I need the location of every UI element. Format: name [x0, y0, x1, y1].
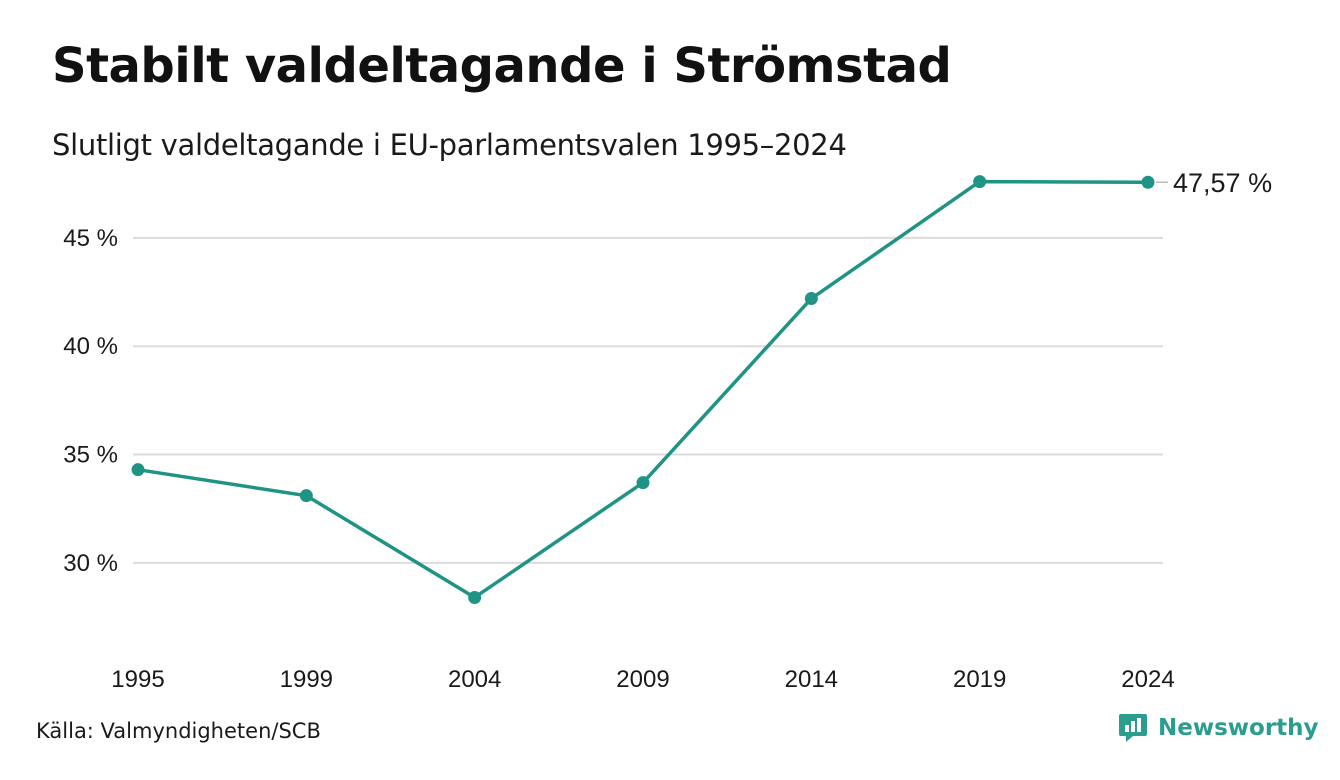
data-point-2024	[1141, 175, 1155, 189]
brand-logo: Newsworthy	[1118, 712, 1319, 744]
source-note: Källa: Valmyndigheten/SCB	[36, 719, 321, 743]
x-tick-label: 2019	[953, 666, 1006, 693]
x-tick-label: 1995	[111, 666, 164, 693]
data-point-1999	[299, 489, 313, 503]
x-axis-ticks: 1995 1999 2004 2009 2014 2019 2024	[111, 666, 1174, 693]
x-tick-label: 2014	[785, 666, 838, 693]
y-tick-label: 45 %	[63, 225, 118, 252]
x-tick-label: 2009	[616, 666, 669, 693]
series-line	[136, 179, 1150, 600]
y-tick-label: 40 %	[63, 333, 118, 360]
y-tick-label: 35 %	[63, 442, 118, 469]
x-tick-label: 2024	[1121, 666, 1174, 693]
y-axis-ticks: 30 % 35 % 40 % 45 %	[63, 225, 118, 577]
x-tick-label: 1999	[280, 666, 333, 693]
end-value-label: 47,57 %	[1173, 168, 1272, 198]
x-tick-label: 2004	[448, 666, 501, 693]
series-layer	[131, 175, 1155, 604]
newsworthy-logo-icon	[1119, 714, 1147, 742]
brand-name: Newsworthy	[1158, 715, 1319, 741]
end-label-layer: 47,57 %	[1156, 168, 1272, 198]
data-point-2004	[468, 590, 482, 604]
gridlines	[133, 236, 1163, 564]
y-tick-label: 30 %	[63, 550, 118, 577]
chart-title: Stabilt valdeltagande i Strömstad	[52, 38, 952, 94]
data-point-2009	[636, 476, 650, 490]
data-point-2014	[804, 292, 818, 306]
data-point-2019	[973, 175, 987, 189]
chart-subtitle: Slutligt valdeltagande i EU-parlamentsva…	[52, 128, 847, 162]
data-point-1995	[131, 463, 145, 477]
